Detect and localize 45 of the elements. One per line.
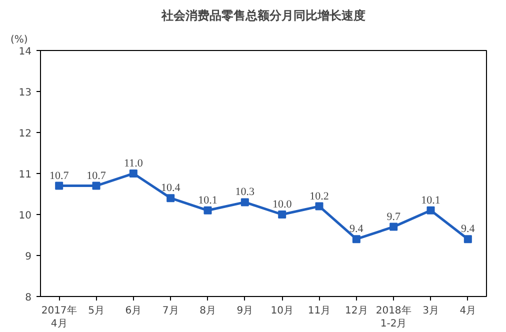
x-tick-label: 8月 xyxy=(200,306,216,316)
point xyxy=(129,170,138,178)
data-label: 10.1 xyxy=(198,194,218,206)
data-label: 11.0 xyxy=(124,158,144,170)
x-tick-label: 11月 xyxy=(308,306,331,316)
point xyxy=(240,198,249,206)
x-tick-label: 10月 xyxy=(270,306,294,316)
data-label: 10.7 xyxy=(86,170,106,182)
data-label: 10.3 xyxy=(235,186,256,198)
data-label: 9.4 xyxy=(461,223,476,236)
data-label: 10.0 xyxy=(272,198,292,210)
x-tick-label: 5月 xyxy=(88,306,104,316)
point xyxy=(315,202,324,210)
y-axis-title: (%) xyxy=(10,34,28,46)
y-tick-label: 13 xyxy=(18,88,32,98)
x-tick-label: 6月 xyxy=(125,306,142,316)
point xyxy=(55,182,64,190)
x-tick-label: 12月 xyxy=(345,306,368,316)
point xyxy=(278,210,286,218)
y-tick-label: 9 xyxy=(25,252,32,262)
data-label: 9.4 xyxy=(350,223,364,236)
x-tick-label: 9月 xyxy=(236,306,254,316)
point xyxy=(166,194,175,202)
x-tick-label: 2017年 4月 xyxy=(41,304,77,330)
y-tick-label: 10 xyxy=(18,210,32,222)
data-label: 9.7 xyxy=(386,210,401,223)
point xyxy=(92,182,100,190)
y-tick-label: 8 xyxy=(25,292,32,304)
point xyxy=(464,235,472,244)
point xyxy=(426,206,435,214)
y-tick-label: 11 xyxy=(18,170,32,180)
y-tick-label: 12 xyxy=(18,128,32,140)
x-tick-label: 4月 xyxy=(460,306,476,316)
x-tick-label: 3月 xyxy=(422,306,439,316)
data-label: 10.4 xyxy=(160,182,181,194)
x-tick-label: 2018年 1-2月 xyxy=(376,304,412,330)
x-tick-label: 7月 xyxy=(162,306,179,316)
point xyxy=(352,235,360,244)
point xyxy=(204,206,212,214)
data-label: 10.1 xyxy=(421,194,440,206)
point xyxy=(390,222,398,231)
y-tick-label: 14 xyxy=(18,46,32,58)
chart-title: 社会消费品零售总额分月同比增长速度 xyxy=(160,8,366,22)
data-label: 10.2 xyxy=(310,190,329,202)
data-label: 10.7 xyxy=(49,170,70,182)
